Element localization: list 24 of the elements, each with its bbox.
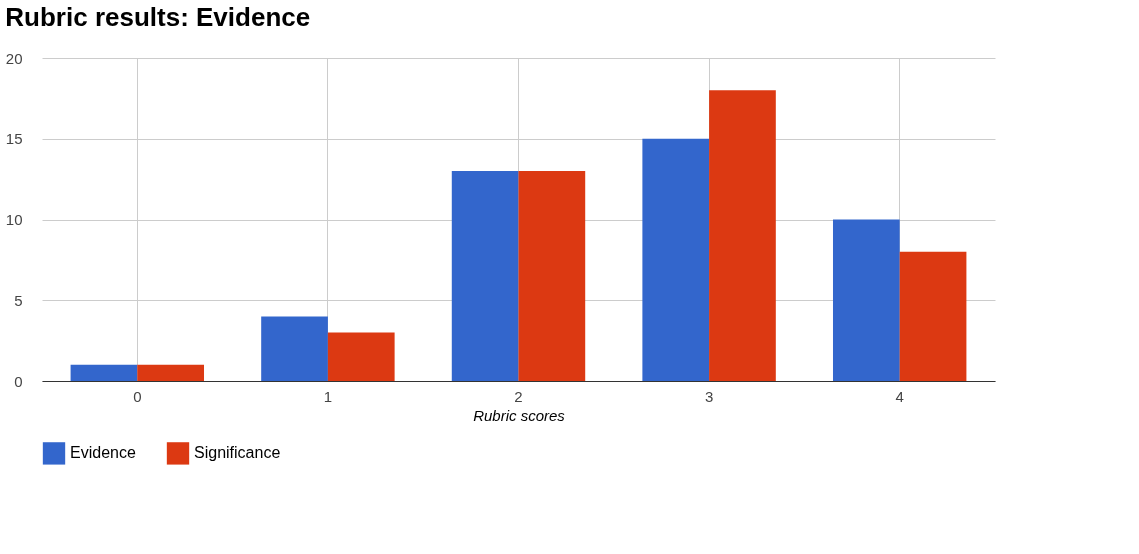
y-tick-label: 15 bbox=[5, 130, 23, 148]
y-tick-label: 5 bbox=[14, 291, 23, 309]
x-axis-title: Rubric scores bbox=[473, 406, 566, 424]
bar bbox=[451, 171, 519, 381]
bar bbox=[518, 171, 586, 381]
x-tick-label: 3 bbox=[704, 387, 714, 405]
bar bbox=[327, 332, 395, 381]
bar bbox=[832, 219, 900, 381]
legend-label: Evidence bbox=[70, 444, 136, 462]
bar bbox=[70, 364, 138, 381]
bar bbox=[137, 364, 205, 381]
x-tick-label: 0 bbox=[133, 387, 142, 405]
bar bbox=[709, 90, 776, 381]
x-tick-label: 2 bbox=[514, 387, 523, 405]
x-tick-label: 1 bbox=[323, 387, 333, 405]
x-tick-label: 4 bbox=[895, 387, 904, 405]
y-tick-label: 10 bbox=[5, 211, 23, 228]
bar bbox=[899, 251, 967, 381]
legend-label: Significance bbox=[194, 444, 281, 462]
y-tick-label: 20 bbox=[5, 49, 23, 67]
y-tick-label: 0 bbox=[14, 372, 23, 390]
bar bbox=[261, 316, 328, 381]
chart-title: Rubric results: Evidence bbox=[5, 2, 311, 32]
bar bbox=[642, 138, 710, 381]
